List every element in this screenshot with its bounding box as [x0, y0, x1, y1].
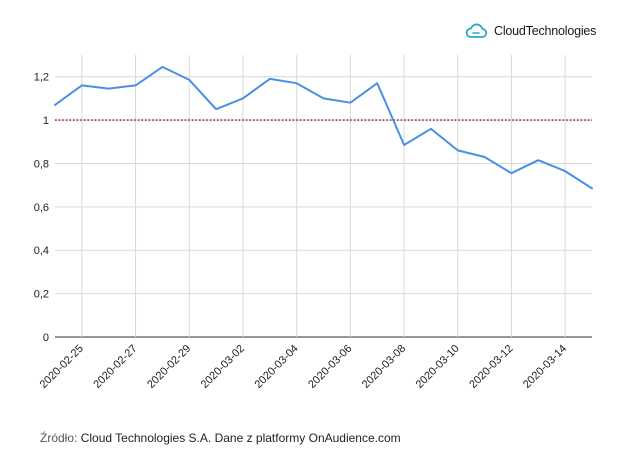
y-tick-label: 0,6 [34, 202, 49, 214]
y-tick-label: 0,8 [34, 158, 49, 170]
y-tick-label: 0 [43, 332, 49, 344]
y-tick-label: 0,4 [34, 245, 49, 257]
brand-name: CloudTechnologies [494, 24, 597, 38]
y-axis-tick-labels: 0 0,2 0,4 0,6 0,8 1 1,2 [34, 72, 49, 344]
x-axis-tick-labels: 2020-02-25 2020-02-27 2020-02-29 2020-03-02… [38, 343, 570, 391]
source-note: Źródło: Cloud Technologies S.A. Dane z p… [40, 431, 401, 445]
x-tick-label: 2020-03-04 [252, 343, 300, 391]
x-tick-label: 2020-03-14 [521, 343, 569, 391]
x-tick-label: 2020-02-27 [91, 343, 139, 391]
x-tick-label: 2020-03-06 [306, 343, 354, 391]
series-lines [54, 65, 593, 190]
y-tick-label: 1,2 [34, 72, 49, 84]
brand-logo: CloudTechnologies [464, 22, 596, 40]
x-tick-label: 2020-03-08 [360, 343, 408, 391]
x-tick-label: 2020-02-25 [38, 343, 86, 391]
gridlines [55, 55, 592, 338]
y-tick-label: 1 [43, 115, 49, 127]
x-tick-label: 2020-03-12 [467, 343, 515, 391]
source-text: Cloud Technologies S.A. Dane z platformy… [80, 431, 401, 445]
x-tick-label: 2020-02-29 [145, 343, 193, 391]
series-line [54, 65, 593, 190]
x-tick-label: 2020-03-02 [199, 343, 247, 391]
x-tick-label: 2020-03-10 [414, 343, 462, 391]
source-label: Źródło: [40, 431, 78, 445]
y-tick-label: 0,2 [34, 289, 49, 301]
cloud-logo-icon [465, 23, 488, 38]
